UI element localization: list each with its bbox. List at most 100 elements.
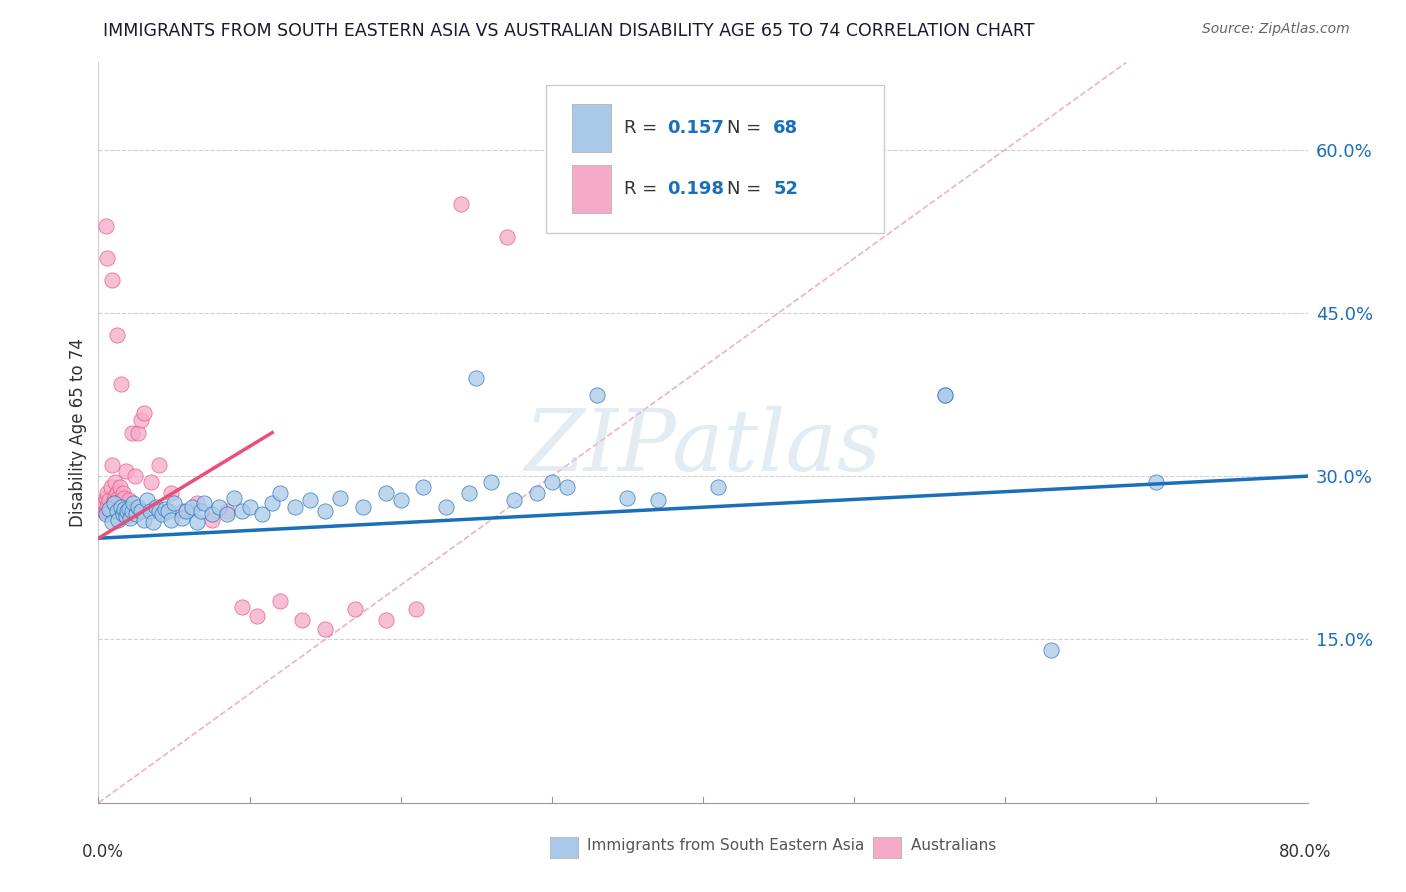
Point (103, 493, 125, 508)
Point (586, 387, 609, 401)
Point (93, 496, 115, 510)
Point (186, 515, 208, 529)
Point (934, 387, 956, 401)
Point (94, 504, 117, 518)
Point (201, 513, 224, 527)
Point (170, 510, 193, 524)
Point (105, 327, 128, 342)
Point (170, 504, 193, 518)
Point (160, 485, 183, 500)
Point (110, 493, 132, 508)
Text: Australians: Australians (872, 838, 995, 853)
Point (616, 491, 638, 505)
Bar (550, 837, 578, 858)
Point (118, 501, 141, 516)
Point (103, 504, 125, 518)
Point (101, 504, 124, 518)
Point (104, 489, 127, 503)
Point (111, 508, 134, 522)
Point (98, 504, 121, 518)
Point (450, 197, 472, 211)
Bar (572, 165, 612, 213)
Text: Source: ZipAtlas.com: Source: ZipAtlas.com (1202, 22, 1350, 37)
Point (284, 500, 307, 514)
Point (291, 613, 314, 627)
Point (329, 491, 352, 505)
Point (193, 496, 215, 510)
FancyBboxPatch shape (546, 85, 884, 233)
Text: 80.0%: 80.0% (1278, 843, 1331, 861)
Point (299, 493, 322, 508)
Point (127, 425, 149, 440)
Text: R =: R = (624, 119, 664, 137)
Point (132, 406, 155, 420)
Text: 68: 68 (773, 119, 799, 137)
Point (156, 504, 179, 518)
Point (526, 485, 548, 500)
Point (105, 493, 128, 508)
Point (647, 493, 669, 508)
Point (239, 500, 262, 514)
Point (110, 501, 132, 516)
Point (148, 458, 170, 473)
Point (269, 485, 291, 500)
Point (93, 504, 115, 518)
Point (250, 508, 273, 522)
Point (934, 387, 956, 401)
Point (495, 229, 517, 244)
Point (90, 501, 112, 516)
Point (129, 504, 152, 518)
Point (105, 504, 128, 518)
Text: N =: N = (727, 119, 768, 137)
Point (91, 501, 114, 516)
Point (142, 515, 165, 529)
Point (104, 475, 127, 489)
Point (434, 500, 457, 514)
Point (707, 480, 730, 494)
Text: ZIPatlas: ZIPatlas (524, 406, 882, 489)
Point (201, 508, 224, 522)
Point (115, 504, 138, 518)
Point (127, 500, 149, 514)
Point (148, 504, 170, 518)
Point (111, 485, 134, 500)
Text: IMMIGRANTS FROM SOUTH EASTERN ASIA VS AUSTRALIAN DISABILITY AGE 65 TO 74 CORRELA: IMMIGRANTS FROM SOUTH EASTERN ASIA VS AU… (103, 22, 1035, 40)
Point (145, 500, 167, 514)
Point (389, 493, 412, 508)
Point (503, 493, 526, 508)
Point (96, 252, 118, 266)
Point (1144, 475, 1167, 489)
Point (124, 469, 146, 483)
Point (132, 513, 155, 527)
Point (107, 513, 129, 527)
Point (540, 475, 562, 489)
Point (269, 594, 291, 608)
Point (120, 510, 142, 524)
Point (98, 501, 121, 516)
Point (107, 504, 129, 518)
Point (110, 500, 132, 514)
Point (186, 496, 208, 510)
Point (107, 491, 129, 505)
Point (160, 513, 183, 527)
Text: 52: 52 (773, 180, 799, 198)
Point (262, 496, 284, 510)
Point (352, 500, 374, 514)
Point (96, 485, 118, 500)
Point (121, 504, 143, 518)
Bar (873, 837, 901, 858)
Point (465, 371, 488, 385)
Point (314, 622, 336, 636)
Point (94, 491, 117, 505)
Point (405, 602, 427, 616)
Point (112, 501, 135, 516)
Point (101, 515, 124, 529)
Point (114, 509, 136, 524)
Y-axis label: Disability Age 65 to 74: Disability Age 65 to 74 (69, 338, 87, 527)
Point (246, 608, 269, 623)
Text: Immigrants from South Eastern Asia: Immigrants from South Eastern Asia (548, 838, 865, 853)
Point (98, 493, 121, 508)
Point (100, 480, 122, 494)
Point (481, 475, 503, 489)
Point (94, 508, 117, 522)
